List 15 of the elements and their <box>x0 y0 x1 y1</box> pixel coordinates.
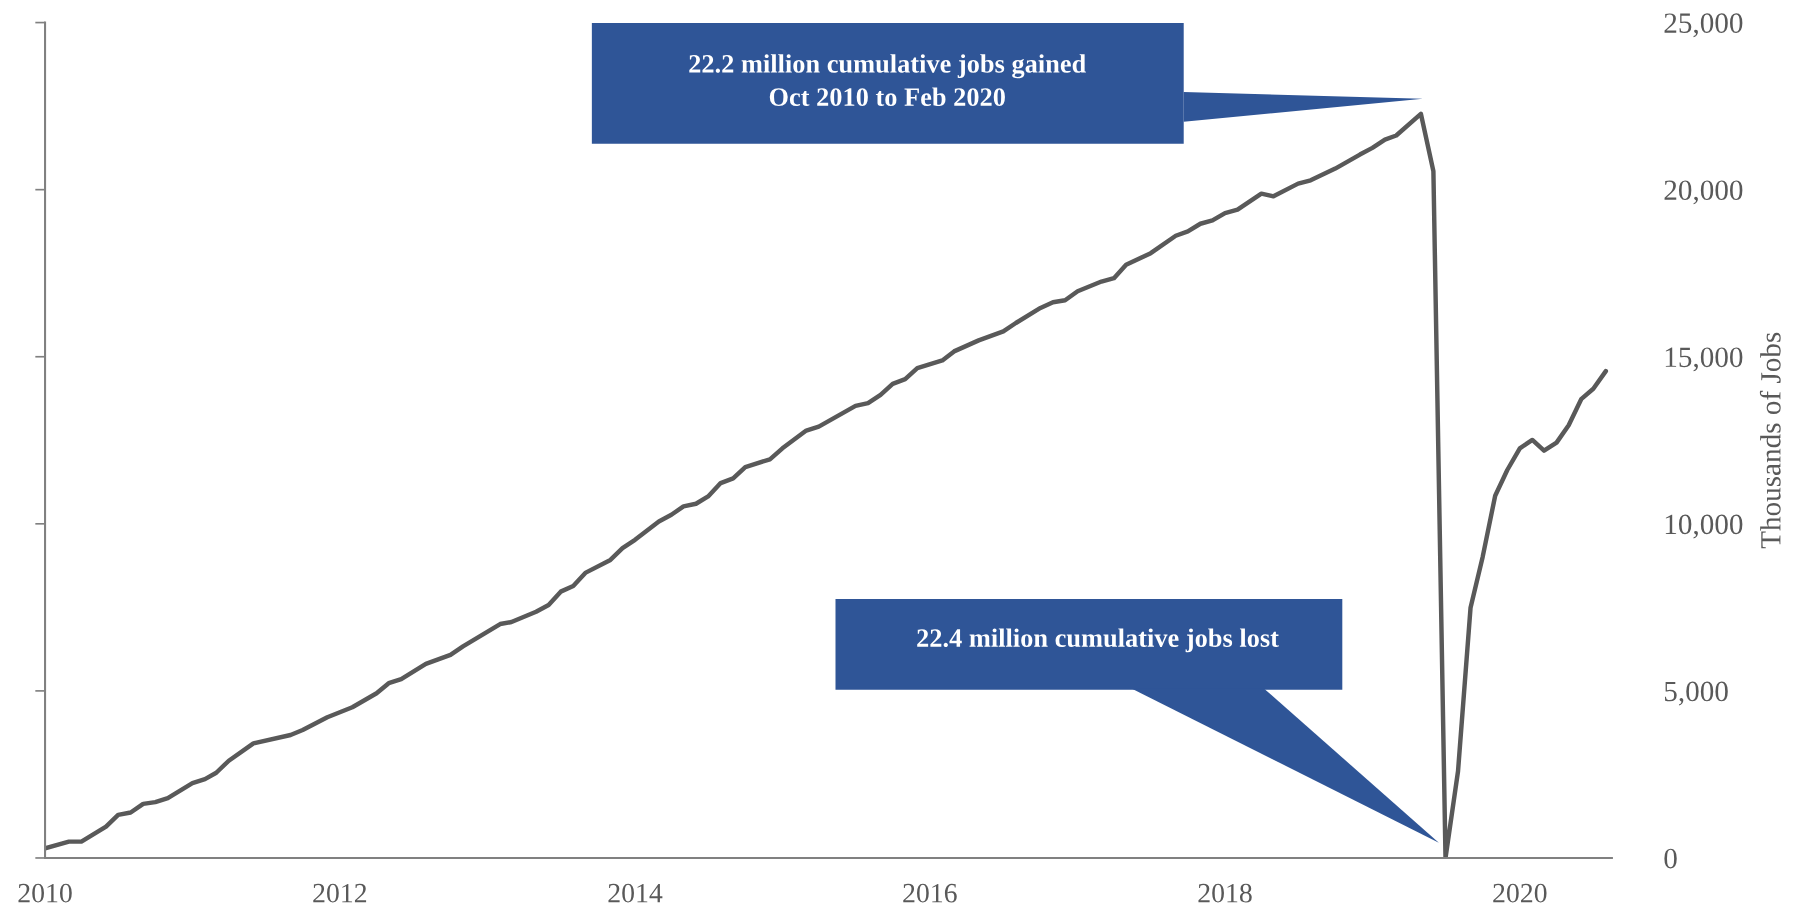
annotation: 22.2 million cumulative jobs gained Oct 2010 to Feb 2020 <box>689 54 1086 107</box>
x-tick-label: 2010 <box>18 883 72 903</box>
x-tick-label: 2012 <box>313 883 367 903</box>
y-tick-label: 15,000 <box>1665 347 1743 372</box>
annotation: 22.4 million cumulative jobs lost <box>917 628 1279 653</box>
y-tick-label: 20,000 <box>1664 180 1743 205</box>
y-tick-label: 5,000 <box>1664 681 1728 706</box>
y-axis-title: Thousands of Jobs <box>1759 332 1781 549</box>
x-tick-label: 2016 <box>903 883 957 903</box>
y-tick-label: 10,000 <box>1665 514 1743 539</box>
x-tick-label: 2020 <box>1493 883 1547 903</box>
x-tick-label: 2014 <box>608 883 663 903</box>
y-tick-label: 0 <box>1664 848 1677 869</box>
y-tick-label: 25,000 <box>1664 13 1743 38</box>
x-tick-label: 2018 <box>1198 883 1252 903</box>
